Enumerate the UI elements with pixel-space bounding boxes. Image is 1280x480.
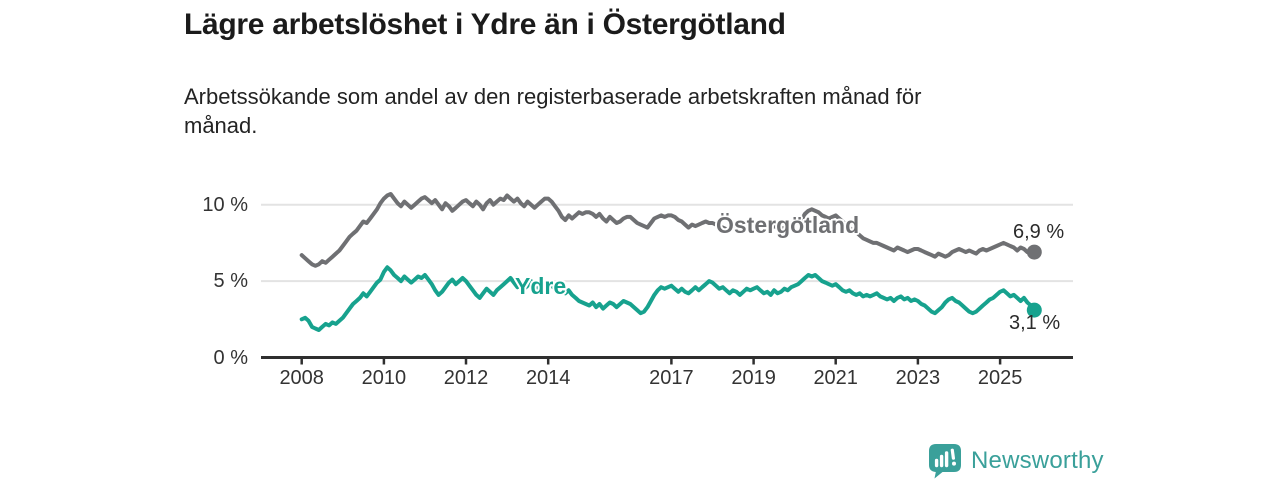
newsworthy-wordmark: Newsworthy xyxy=(971,447,1104,474)
series-line-östergötland xyxy=(299,192,1037,268)
chart-subtitle: Arbetssökande som andel av den registerb… xyxy=(184,82,921,140)
x-tick-label-2014: 2014 xyxy=(525,367,571,389)
x-tick-label-2008: 2008 xyxy=(279,367,324,389)
x-tick-label-2017: 2017 xyxy=(649,367,694,389)
end-value-label-ostergotland: 6,9 % xyxy=(1013,221,1065,243)
x-tick-label-2021: 2021 xyxy=(813,367,858,389)
series-end-dot-ydre xyxy=(1026,302,1042,318)
x-tick-label-2012: 2012 xyxy=(443,367,489,389)
x-tick-label-2025: 2025 xyxy=(977,367,1023,389)
series-label-ostergotland: Östergötland xyxy=(716,212,860,238)
x-tick-label-2019: 2019 xyxy=(731,367,776,389)
newsworthy-bar-chart-bubble-icon xyxy=(929,444,961,479)
end-value-label-ydre: 3,1 % xyxy=(1009,312,1061,334)
series-label-ydre: Ydre xyxy=(515,273,567,299)
x-tick-label-2023: 2023 xyxy=(895,367,941,389)
series-line-ydre xyxy=(299,265,1037,332)
newsworthy-logo: Newsworthy xyxy=(928,443,1104,479)
series-end-dot-östergötland xyxy=(1026,244,1042,260)
chart-subtitle-line-2: månad. xyxy=(184,113,258,138)
chart-subtitle-line-1: Arbetssökande som andel av den registerb… xyxy=(184,84,922,109)
y-tick-label-5-pct: 5 % xyxy=(213,270,248,293)
y-tick-label-0-pct: 0 % xyxy=(213,346,248,369)
chart-title: Lägre arbetslöshet i Ydre än i Östergötl… xyxy=(184,8,786,41)
x-tick-label-2010: 2010 xyxy=(361,367,407,389)
y-tick-label-10-pct: 10 % xyxy=(202,193,248,216)
